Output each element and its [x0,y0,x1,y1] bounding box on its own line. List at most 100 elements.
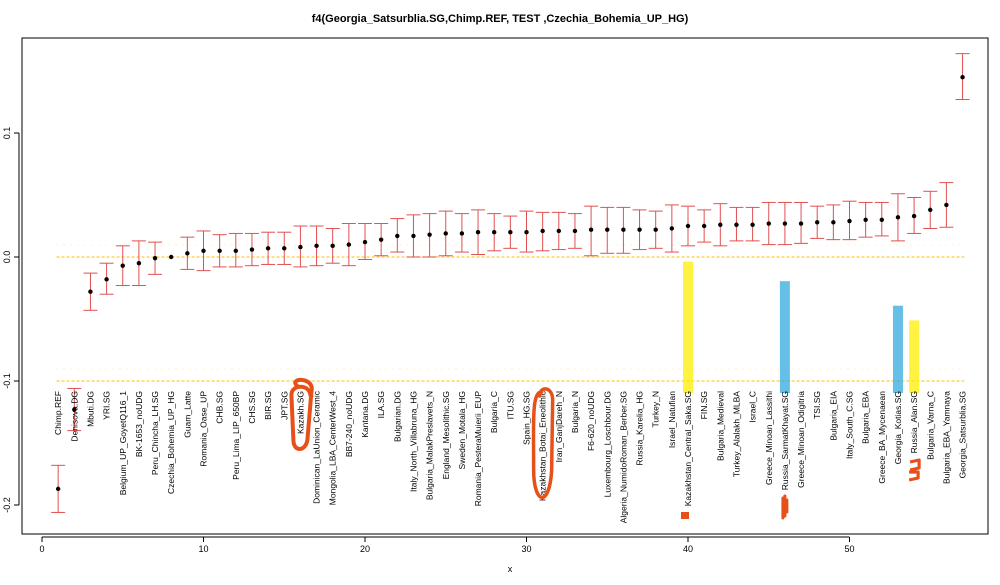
point-label: ITU.SG [505,391,515,419]
data-point [653,227,658,232]
data-point [282,246,287,251]
highlight-marker [779,281,790,393]
point-label: YRI.SG [102,391,112,420]
data-point [120,263,125,268]
data-point [798,221,804,226]
data-point [459,231,465,236]
x-tick-label: 0 [39,544,44,554]
data-point [588,227,594,232]
point-label: Peru_Lima_LIP_650BP [231,391,241,480]
x-tick-label: 40 [683,544,693,554]
data-point [330,243,335,249]
point-label: Greece_BA_Mycenaean [877,391,887,484]
point-label: BB7-240_noUDG [344,391,354,457]
point-label: Kazakhstan_Central_Saka.SG [683,391,693,506]
point-label: Russia_SarmatKhayat.SG [780,391,790,490]
data-point [556,228,561,234]
point-label: Georgia_Kotias.SG [893,391,903,464]
data-point [346,242,352,247]
point-label: Israel_Natufian [667,391,677,448]
point-label: Italy_South_C.SG [845,391,855,459]
x-tick-label: 50 [844,544,854,554]
data-point [750,222,755,227]
data-point [863,217,868,222]
data-point [944,202,949,208]
point-label: Bulgaria_Varna_C [925,391,935,460]
y-tick-label: 0.1 [2,127,12,140]
error-bars [51,53,970,513]
highlight-marker [892,305,903,393]
point-label: TSI.SG [812,391,822,419]
data-point [492,230,497,235]
point-label: Luxembourg_Loschbour.DG [602,391,612,497]
data-points [55,75,965,492]
data-point [314,243,319,249]
y-tick-label: -0.1 [2,373,12,389]
point-label: Romania_Oase_UP [199,391,209,467]
data-point [782,221,788,226]
point-label: Guam_Latte [182,391,192,438]
y-axis: -0.2 -0.1 0.0 0.1 [2,127,20,513]
data-point [847,218,852,224]
point-label: Israel_C [748,391,758,423]
point-label: Denisova.DG [69,391,79,442]
data-point [701,223,707,229]
point-label: Mongolia_LBA_CenterWest_4 [328,391,338,505]
highlight-loop [289,378,314,451]
data-point [169,254,174,260]
data-point [298,244,303,250]
point-label: Dominican_LaUnion_Ceramic [312,390,322,504]
point-label: England_Mesolithic.SG [441,391,451,479]
highlight-squiggle [908,458,921,482]
point-label: ILA.SG [376,391,386,418]
point-label: Kantana.DG [360,391,370,438]
point-label: Bulgaria_EBA_Yamnaya [941,391,951,484]
highlight-marker [909,320,920,393]
point-label: Mbuti.DG [85,391,95,427]
highlight-loop [531,387,555,500]
point-label: F6-620_noUDG [586,391,596,451]
data-point [475,230,481,235]
data-point [201,248,206,253]
data-point [718,222,723,227]
point-label: Belgium_UP_GoyetQ116_1 [118,391,128,496]
data-point [265,246,271,251]
point-label: Greece_Minoan_Lassithi [764,391,774,485]
y-tick-label: 0.0 [2,251,12,264]
data-point [55,486,61,492]
point-label: Sweden_Motala_HG [457,391,467,469]
point-labels: Chimp.REF Denisova.DG Mbuti.DG YRI.SG Belgiu… [53,390,967,523]
x-axis: 0 10 20 30 40 50 [39,536,855,554]
point-label: Bulgaria_N [570,391,580,433]
data-point [508,230,513,235]
data-point [831,220,836,225]
highlight-squiggle [781,494,789,520]
data-point [427,232,432,237]
point-label: Iran_GanjDareh_N [554,391,564,462]
data-point [443,231,448,236]
point-label: Czechia_Bohemia_UP_HG [166,391,176,494]
data-point [572,228,578,234]
point-label: Peru_Chincha_LH.SG [150,391,160,475]
x-tick-label: 10 [198,544,208,554]
data-point [249,247,255,252]
point-label: FIN.SG [699,391,709,419]
point-label: Romania_PesteraMuierii_EUP [473,391,483,507]
point-label: Russia_Alan.SG [909,391,919,453]
x-tick-label: 20 [360,544,370,554]
point-label: Bulgaria_MalakPreslavets_N [425,391,435,500]
point-label: BIR.SG [263,391,273,420]
data-point [362,239,368,245]
highlight-square [681,512,689,519]
data-point [104,277,109,282]
point-label: Bulgaria_EBA [861,391,871,444]
data-point [185,251,190,256]
data-point [734,222,739,227]
data-point [879,217,884,222]
data-point [960,75,965,80]
data-point [524,230,529,235]
x-tick-label: 30 [521,544,531,554]
point-label: Algeria_NumidoRoman_Berber.SG [618,391,628,523]
data-point [217,248,222,253]
